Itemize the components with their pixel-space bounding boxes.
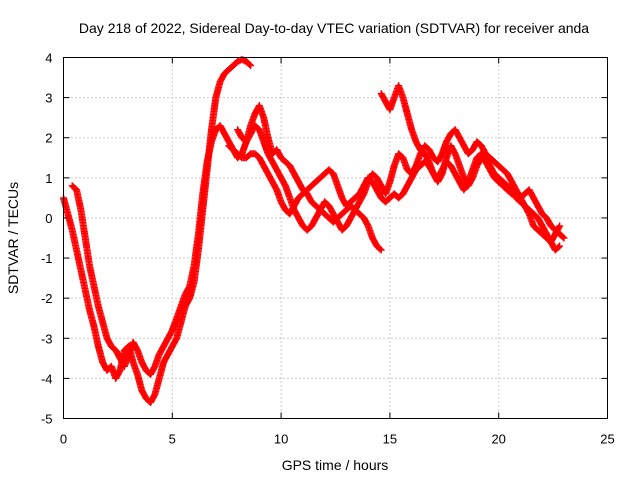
data-point	[556, 222, 564, 230]
series-track-a	[60, 56, 255, 406]
x-tick-label: 20	[491, 432, 505, 447]
y-tick-label: 4	[45, 51, 52, 66]
data-point	[376, 245, 384, 253]
y-tick-label: -5	[41, 412, 53, 427]
x-tick-label: 15	[383, 432, 397, 447]
axis-ticks: 0 5 10 15 20 25 -5 -4 -3 -2 -1 0 1 2 3 4	[41, 51, 615, 447]
x-tick-label: 10	[274, 432, 288, 447]
data-point	[555, 243, 563, 251]
data-point	[377, 246, 385, 254]
series-track-b	[68, 102, 385, 378]
x-axis-label: GPS time / hours	[282, 457, 389, 473]
y-tick-label: -4	[41, 371, 53, 386]
y-tick-label: 1	[45, 171, 52, 186]
data-point	[560, 234, 568, 242]
x-tick-label: 0	[60, 432, 67, 447]
y-tick-label: 2	[45, 131, 52, 146]
y-tick-label: 0	[45, 211, 52, 226]
y-tick-label: 3	[45, 91, 52, 106]
y-tick-label: -1	[41, 251, 53, 266]
data-point	[556, 242, 564, 250]
y-axis-label: SDTVAR / TECUs	[5, 182, 21, 294]
y-tick-label: -3	[41, 331, 53, 346]
plot-frame	[63, 57, 608, 419]
data-point	[246, 61, 254, 69]
data-point	[559, 233, 567, 241]
y-tick-label: -2	[41, 291, 53, 306]
data-point	[247, 62, 255, 70]
data-marks	[60, 56, 568, 406]
series-track-d	[234, 122, 564, 246]
series-track-e	[377, 82, 568, 242]
x-tick-label: 25	[600, 432, 614, 447]
x-tick-label: 5	[169, 432, 176, 447]
chart-title: Day 218 of 2022, Sidereal Day-to-day VTE…	[79, 20, 589, 36]
